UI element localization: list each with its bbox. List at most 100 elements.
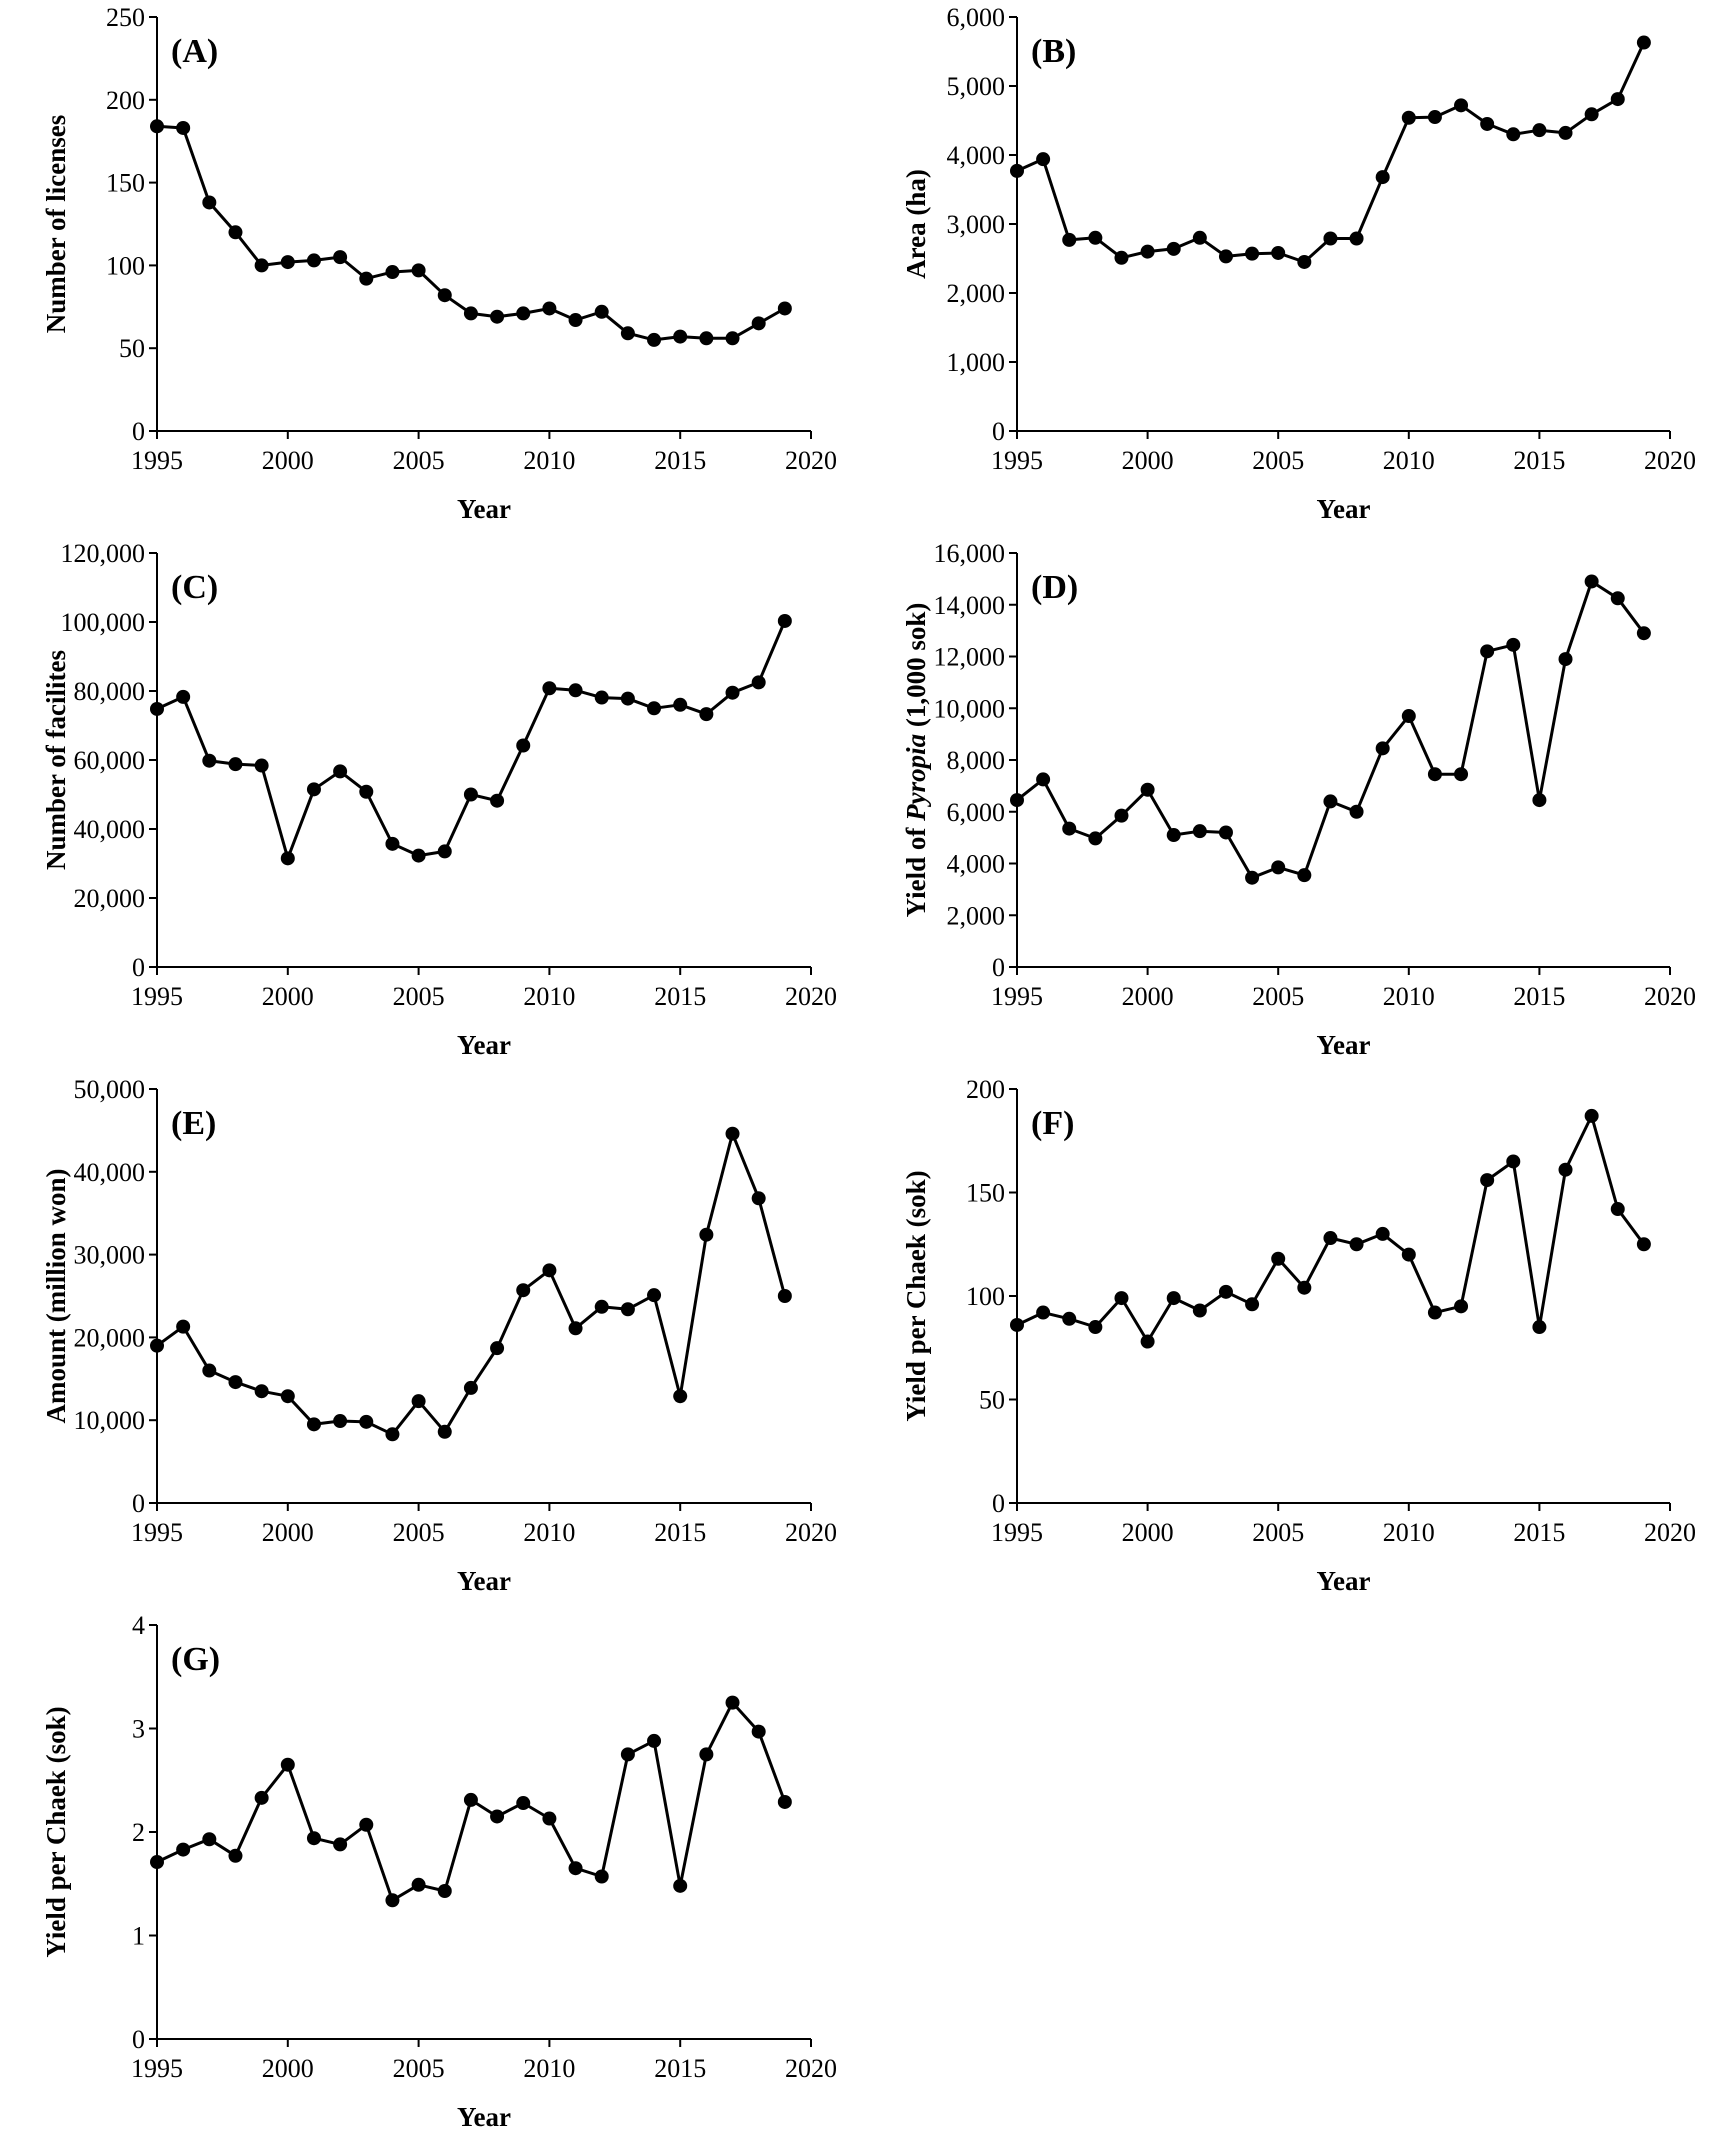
y-tick-label-a: 100 — [106, 251, 145, 280]
x-tick-label-d: 2010 — [1383, 982, 1435, 1011]
chart-panel-f: 0 50 100 150 200 1995 2000 2005 2010 2015 2020 Year… — [901, 1075, 1696, 1596]
x-tick-label-b: 1995 — [991, 446, 1043, 475]
data-point-g-2019 — [777, 1794, 792, 1809]
x-tick-label-f: 2015 — [1513, 1518, 1565, 1547]
x-axis-title-f: Year — [1317, 1566, 1371, 1596]
panel-label-g: (G) — [171, 1641, 220, 1678]
data-point-f-2011 — [1427, 1305, 1442, 1320]
x-tick-label-f: 2000 — [1122, 1518, 1174, 1547]
data-point-d-2017 — [1584, 574, 1599, 589]
data-point-f-2014 — [1506, 1154, 1521, 1169]
data-point-c-2017 — [725, 685, 740, 700]
data-point-f-2003 — [1218, 1284, 1233, 1299]
y-axis-title-b: Area (ha) — [901, 169, 931, 279]
panel-label-b: (B) — [1031, 33, 1076, 70]
data-point-f-2001 — [1166, 1291, 1181, 1306]
y-tick-label-b: 1,000 — [947, 348, 1006, 377]
data-point-e-1997 — [202, 1363, 217, 1378]
series-line-f — [1016, 1114, 1646, 1343]
data-point-a-2013 — [620, 326, 635, 341]
data-point-c-2019 — [777, 613, 792, 628]
x-tick-label-d: 2000 — [1122, 982, 1174, 1011]
x-tick-label-d: 2005 — [1252, 982, 1304, 1011]
data-point-g-2013 — [620, 1747, 635, 1762]
data-point-b-2018 — [1610, 92, 1625, 107]
data-point-c-2002 — [333, 764, 348, 779]
data-point-e-2013 — [620, 1302, 635, 1317]
y-axis-title-a: Number of licenses — [41, 115, 71, 333]
data-point-d-2003 — [1218, 825, 1233, 840]
data-point-b-2012 — [1454, 98, 1469, 113]
y-tick-label-d: 16,000 — [934, 539, 1006, 568]
data-point-g-2005 — [411, 1877, 426, 1892]
data-point-a-2018 — [751, 316, 766, 331]
data-point-a-2008 — [490, 309, 505, 324]
data-point-c-2010 — [542, 681, 557, 696]
data-point-a-2005 — [411, 263, 426, 278]
x-tick-label-g: 2010 — [523, 2054, 575, 2083]
data-point-e-2006 — [437, 1424, 452, 1439]
data-point-b-2010 — [1401, 110, 1416, 125]
y-tick-label-b: 0 — [992, 417, 1005, 446]
data-point-d-2015 — [1532, 793, 1547, 808]
y-tick-label-b: 3,000 — [947, 210, 1006, 239]
data-point-b-2019 — [1636, 35, 1651, 50]
x-tick-label-d: 2015 — [1513, 982, 1565, 1011]
data-point-c-2004 — [385, 836, 400, 851]
data-point-d-2008 — [1349, 804, 1364, 819]
data-point-e-2001 — [306, 1417, 321, 1432]
data-point-f-2005 — [1271, 1251, 1286, 1266]
data-point-b-1996 — [1036, 152, 1051, 167]
x-tick-label-b: 2000 — [1122, 446, 1174, 475]
data-point-d-1999 — [1114, 808, 1129, 823]
x-tick-label-g: 2020 — [785, 2054, 837, 2083]
data-point-d-1997 — [1062, 821, 1077, 836]
data-point-g-2009 — [516, 1796, 531, 1811]
data-point-f-2006 — [1297, 1280, 1312, 1295]
data-point-a-2015 — [673, 329, 688, 344]
data-point-f-2017 — [1584, 1108, 1599, 1123]
data-point-g-1999 — [254, 1790, 269, 1805]
data-point-a-2010 — [542, 301, 557, 316]
y-axis-title-c: Number of facilites — [41, 650, 71, 870]
x-tick-label-a: 1995 — [131, 446, 183, 475]
data-point-g-2006 — [437, 1883, 452, 1898]
data-point-d-1995 — [1010, 793, 1024, 808]
y-tick-label-d: 2,000 — [947, 901, 1006, 930]
panel-label-c: (C) — [171, 569, 218, 606]
data-point-a-2004 — [385, 265, 400, 280]
data-point-d-2000 — [1140, 782, 1155, 797]
data-point-b-1995 — [1010, 163, 1024, 178]
data-point-g-2002 — [333, 1837, 348, 1852]
x-tick-label-b: 2015 — [1513, 446, 1565, 475]
data-point-f-2016 — [1558, 1162, 1573, 1177]
y-tick-label-e: 10,000 — [74, 1406, 146, 1435]
panel-label-a: (A) — [171, 33, 218, 70]
data-point-c-2006 — [437, 844, 452, 859]
y-tick-label-c: 60,000 — [74, 746, 146, 775]
data-point-d-1996 — [1036, 772, 1051, 787]
y-tick-label-e: 30,000 — [74, 1241, 146, 1270]
data-point-b-1998 — [1088, 230, 1103, 245]
data-point-a-1998 — [228, 225, 243, 240]
y-tick-label-a: 150 — [106, 169, 145, 198]
series-line-b — [1016, 41, 1646, 264]
data-point-e-2009 — [516, 1283, 531, 1298]
data-point-c-1997 — [202, 753, 217, 768]
data-point-f-2000 — [1140, 1334, 1155, 1349]
data-point-f-2007 — [1323, 1231, 1338, 1246]
data-point-b-2005 — [1271, 245, 1286, 260]
y-tick-label-a: 0 — [132, 417, 145, 446]
data-point-d-2009 — [1375, 741, 1390, 756]
data-point-c-2015 — [673, 697, 688, 712]
data-point-c-1995 — [150, 701, 164, 716]
y-tick-label-c: 40,000 — [74, 815, 146, 844]
data-point-g-2007 — [463, 1792, 478, 1807]
data-point-f-2013 — [1480, 1173, 1495, 1188]
x-tick-label-g: 2000 — [262, 2054, 314, 2083]
data-point-b-2008 — [1349, 231, 1364, 246]
y-axis-title-e: Amount (million won) — [41, 1168, 71, 1423]
y-axis-title-d: Yield of Pyropia (1,000 sok) — [901, 603, 931, 918]
data-point-f-2018 — [1610, 1202, 1625, 1217]
